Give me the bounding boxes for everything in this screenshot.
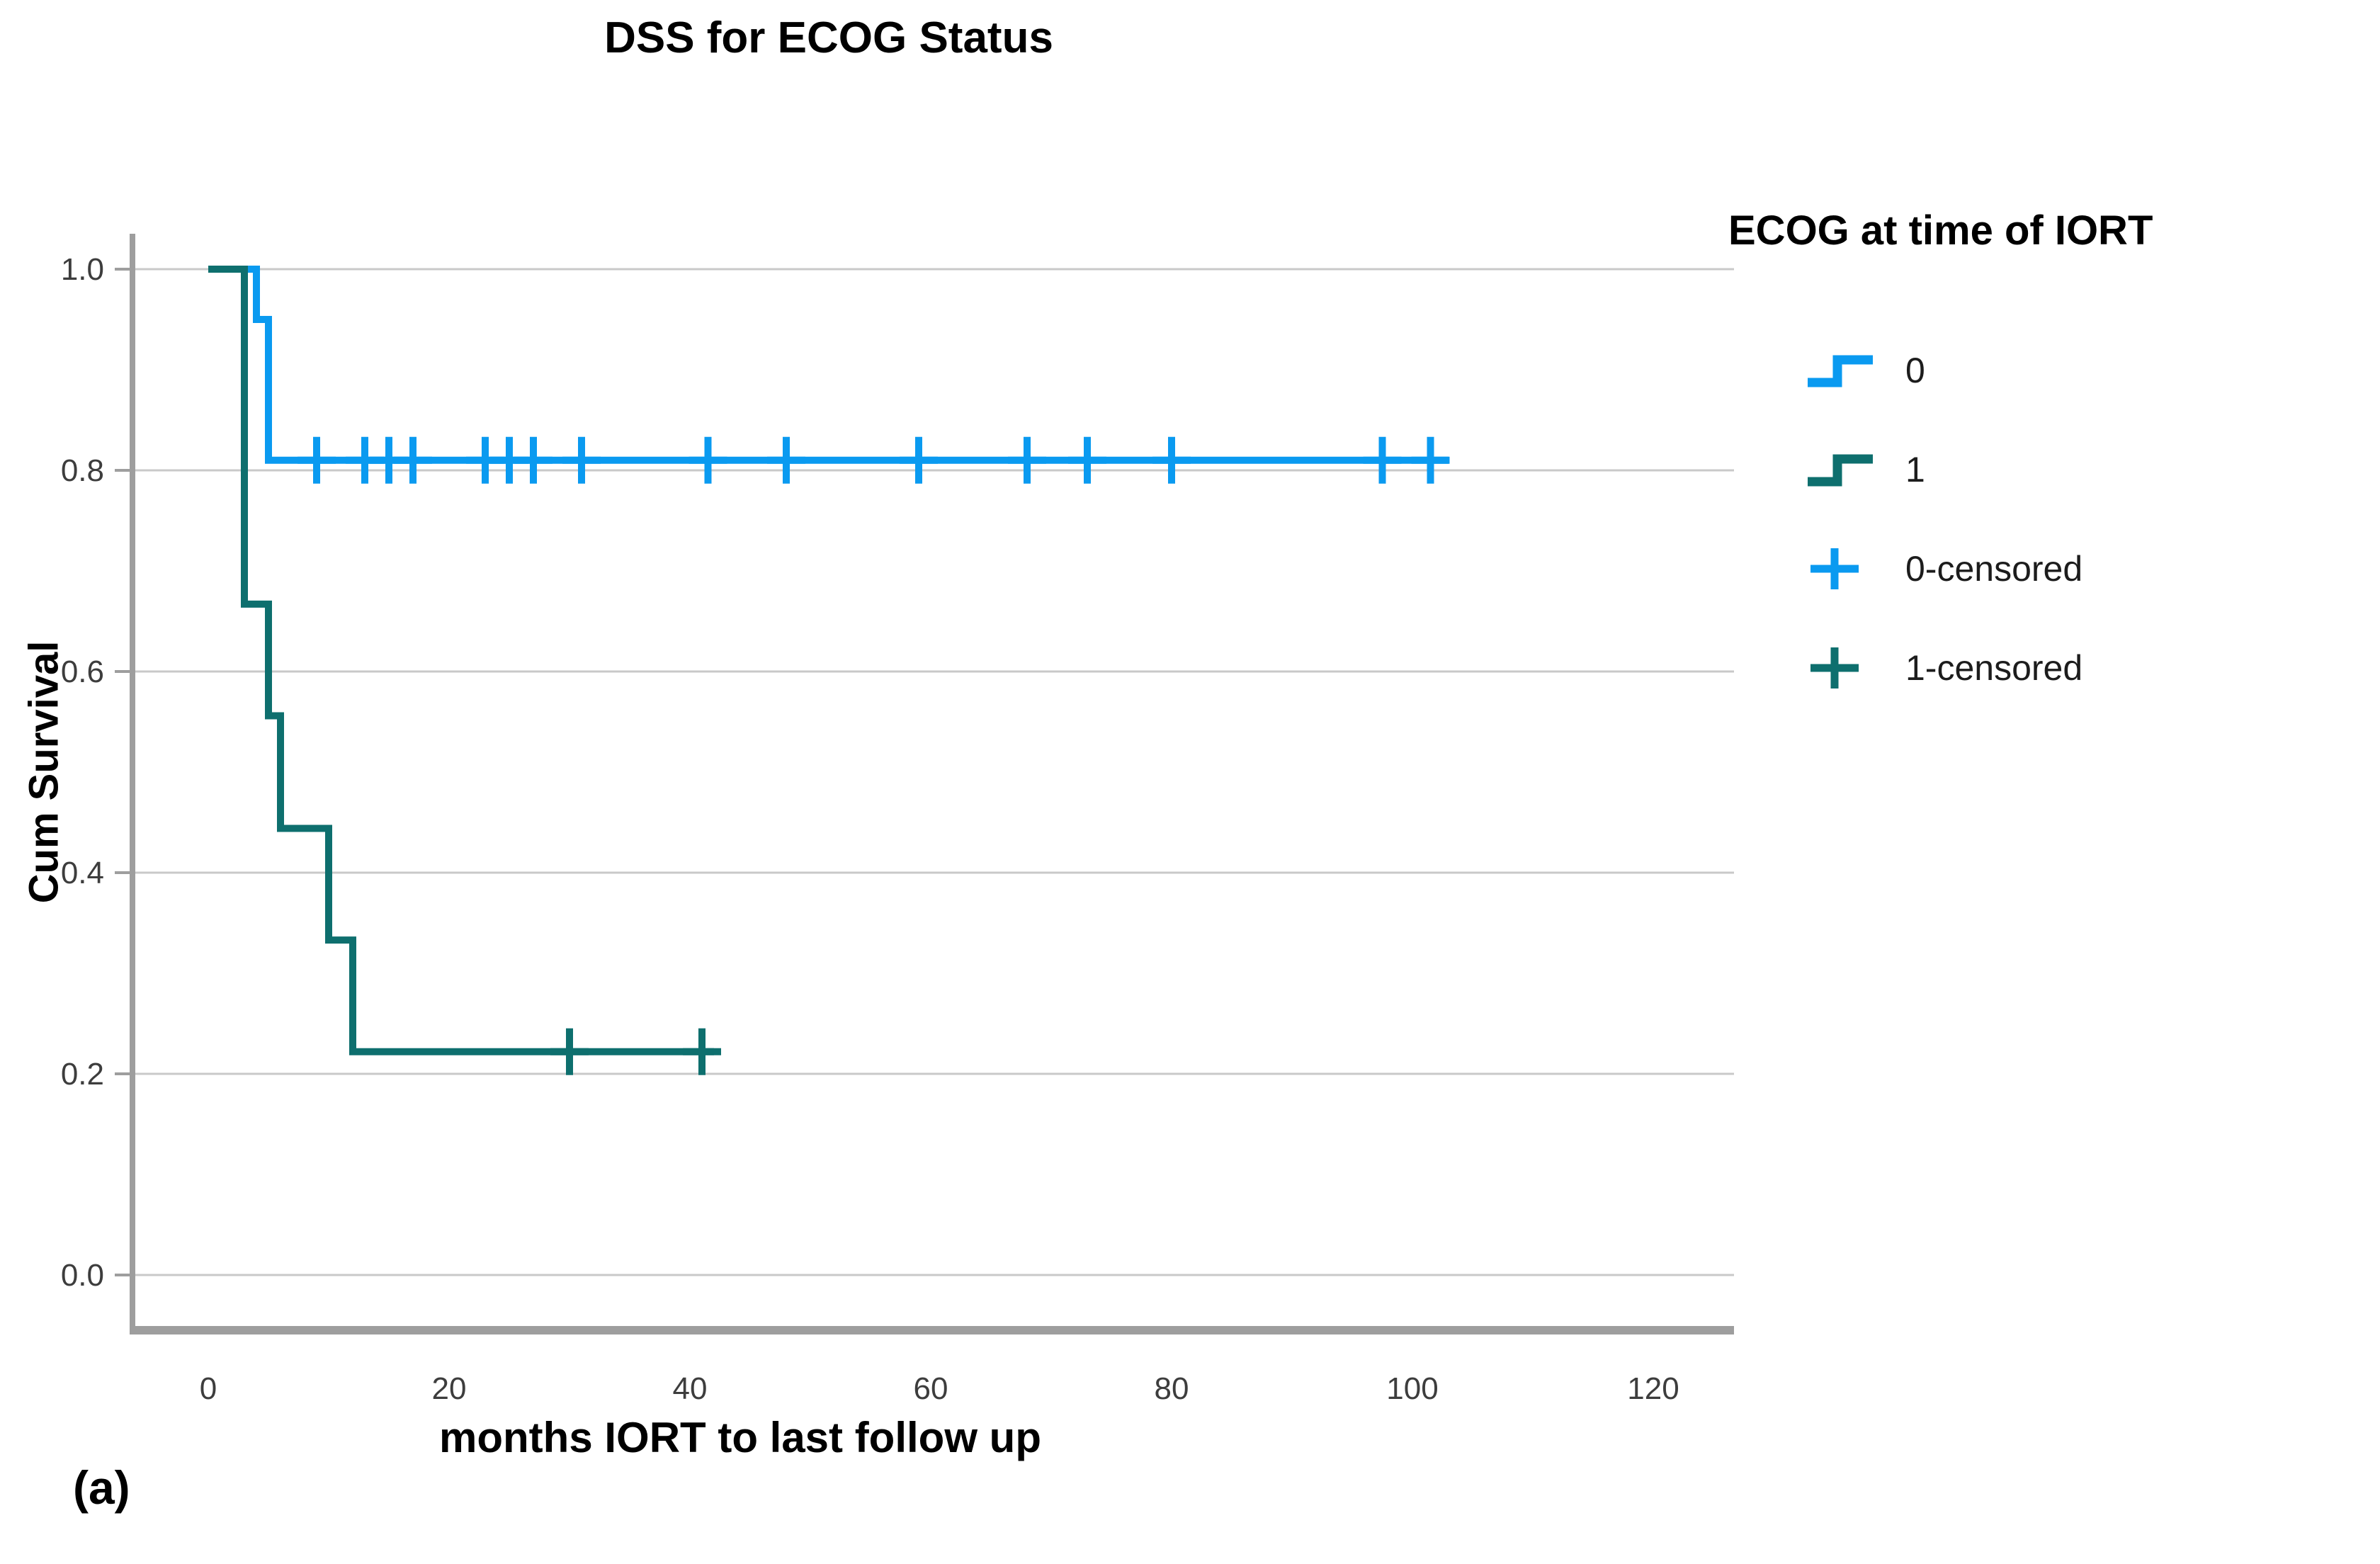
y-tick-label: 0.8 — [61, 453, 104, 488]
step-line-icon — [1808, 454, 1873, 487]
x-tick-label: 100 — [1386, 1371, 1438, 1406]
legend-item-label: 0 — [1905, 351, 1925, 390]
x-tick-label: 80 — [1155, 1371, 1189, 1406]
plus-censor-icon — [1810, 548, 1859, 589]
plus-censor-icon — [1810, 647, 1859, 688]
y-tick-label: 0.6 — [61, 654, 104, 689]
x-tick-label: 0 — [200, 1371, 217, 1406]
legend-item-label: 1-censored — [1905, 648, 2083, 688]
step-line-icon — [1808, 355, 1873, 387]
y-tick-label: 0.2 — [61, 1057, 104, 1092]
legend-item: 1 — [1805, 437, 2380, 502]
figure-panel-label: (a) — [73, 1461, 130, 1514]
y-axis-line — [130, 234, 135, 1330]
legend-item: 0-censored — [1805, 536, 2380, 601]
legend-items: 0 1 0-censored 1-censored — [1805, 338, 2380, 701]
x-tick-label: 120 — [1627, 1371, 1679, 1406]
y-axis-title: Cum Survival — [21, 640, 67, 904]
x-axis-title: months IORT to last follow up — [439, 1414, 1041, 1461]
x-tick-label: 60 — [914, 1371, 948, 1406]
y-tick-label: 1.0 — [61, 252, 104, 287]
survival-curve-0 — [208, 266, 1449, 464]
legend-item-label: 0-censored — [1905, 549, 2083, 589]
legend-item-label: 1 — [1905, 450, 1925, 489]
x-tick-label: 40 — [673, 1371, 708, 1406]
y-tick-label: 0.4 — [61, 856, 104, 890]
legend-item: 0 — [1805, 338, 2380, 403]
y-tick-label: 0.0 — [61, 1258, 104, 1293]
survival-curve-1 — [208, 266, 714, 1055]
legend-item: 1-censored — [1805, 635, 2380, 701]
legend: ECOG at time of IORT 0 1 0-censored 1-censo… — [1728, 207, 2380, 701]
x-axis-line — [130, 1326, 1734, 1334]
legend-title: ECOG at time of IORT — [1728, 208, 2153, 254]
x-tick-label: 20 — [432, 1371, 467, 1406]
chart-title: DSS for ECOG Status — [604, 13, 1053, 62]
